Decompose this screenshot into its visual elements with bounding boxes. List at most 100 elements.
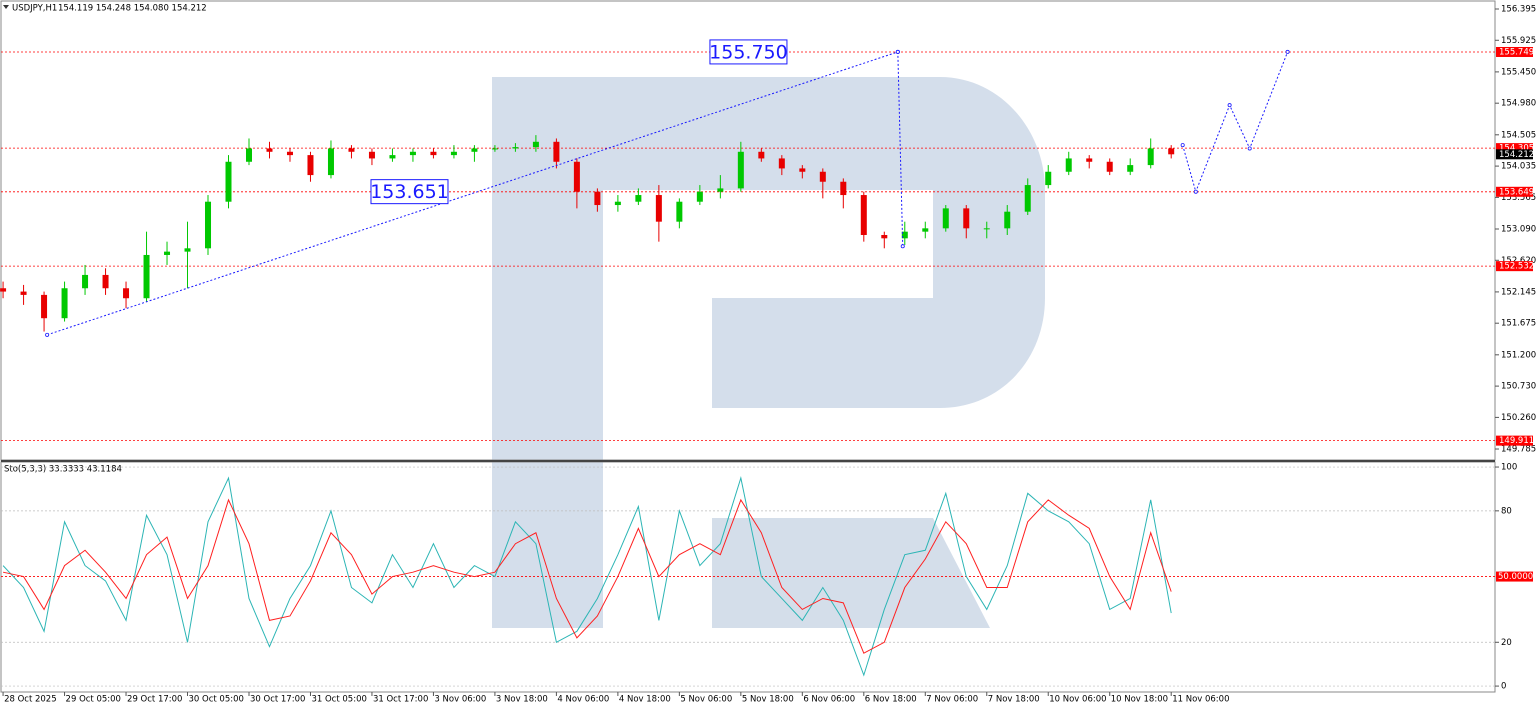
x-tick-label: 30 Oct 05:00 bbox=[189, 695, 244, 705]
candle-body bbox=[881, 234, 888, 239]
y-tick-label: 153.090 bbox=[1501, 225, 1536, 235]
candle-body bbox=[41, 294, 48, 319]
x-tick-label: 3 Nov 06:00 bbox=[434, 695, 486, 705]
y-tick-label: 154.035 bbox=[1501, 162, 1536, 172]
candle-body bbox=[389, 155, 396, 159]
candle-body bbox=[1045, 171, 1052, 186]
forecast-point bbox=[45, 332, 50, 337]
x-tick-label: 10 Nov 18:00 bbox=[1111, 695, 1168, 705]
level-tag bbox=[1496, 435, 1533, 446]
candle-body bbox=[860, 195, 867, 235]
candle-body bbox=[245, 148, 252, 162]
forecast-line bbox=[46, 51, 898, 336]
candle-body bbox=[1024, 185, 1031, 212]
candle-body bbox=[1086, 158, 1093, 162]
candle-body bbox=[676, 201, 683, 222]
x-tick-label: 5 Nov 18:00 bbox=[742, 695, 794, 705]
x-tick-label: 11 Nov 06:00 bbox=[1172, 695, 1229, 705]
forecast-point bbox=[1180, 143, 1185, 148]
last-price-label: 154.212 bbox=[1499, 150, 1534, 160]
x-tick-label: 31 Oct 17:00 bbox=[373, 695, 428, 705]
y-tick-label: 150.730 bbox=[1501, 382, 1536, 392]
candle-body bbox=[450, 151, 457, 156]
level-tag bbox=[1496, 186, 1533, 197]
candle-body bbox=[123, 288, 130, 299]
level-tag bbox=[1496, 143, 1533, 154]
level-tag bbox=[1496, 571, 1533, 582]
level-tag bbox=[1496, 46, 1533, 57]
y-tick-label: 151.200 bbox=[1501, 350, 1536, 360]
candle-body bbox=[430, 151, 437, 156]
annotation-label: 155.750 bbox=[709, 41, 788, 63]
candle-body bbox=[1004, 211, 1011, 229]
candle-body bbox=[614, 201, 621, 206]
candle-body bbox=[532, 141, 539, 148]
x-tick-label: 29 Oct 17:00 bbox=[127, 695, 182, 705]
x-tick-label: 7 Nov 06:00 bbox=[926, 695, 978, 705]
candle-body bbox=[184, 248, 191, 252]
candle-body bbox=[102, 274, 109, 289]
candle-body bbox=[983, 228, 990, 230]
annotation-box bbox=[709, 39, 788, 65]
y-tick-label: 151.675 bbox=[1501, 319, 1536, 329]
candle-body bbox=[61, 288, 68, 319]
candle-body bbox=[0, 288, 7, 292]
forecast-line bbox=[897, 51, 904, 247]
candle-body bbox=[368, 151, 375, 159]
y-tick-label: 152.620 bbox=[1501, 256, 1536, 266]
x-tick-label: 28 Oct 2025 bbox=[4, 695, 57, 705]
x-tick-label: 31 Oct 05:00 bbox=[311, 695, 366, 705]
y-tick-label: 0 bbox=[1501, 682, 1506, 692]
candle-body bbox=[1127, 165, 1134, 172]
candle-body bbox=[942, 208, 949, 229]
candle-body bbox=[471, 148, 478, 152]
candle-body bbox=[635, 195, 642, 202]
candle-body bbox=[164, 251, 171, 255]
y-tick-label: 152.145 bbox=[1501, 287, 1536, 297]
forecast-point bbox=[895, 49, 900, 54]
level-tag-label: 154.305 bbox=[1499, 144, 1534, 154]
candle-body bbox=[696, 191, 703, 202]
y-tick-label: 156.395 bbox=[1501, 4, 1536, 14]
candle-body bbox=[922, 228, 929, 232]
watermark bbox=[492, 77, 1045, 628]
last-price-tag bbox=[1496, 149, 1533, 160]
candle-body bbox=[758, 151, 765, 159]
candle-body bbox=[512, 147, 519, 149]
y-tick-label: 149.785 bbox=[1501, 445, 1536, 455]
candle-body bbox=[778, 158, 785, 169]
candle-body bbox=[901, 231, 908, 239]
symbol-icon bbox=[3, 5, 9, 9]
candle-body bbox=[1168, 148, 1175, 155]
candle-body bbox=[205, 201, 212, 249]
watermark-shape bbox=[492, 77, 1045, 628]
candle-body bbox=[307, 155, 314, 176]
y-tick-label: 100 bbox=[1501, 463, 1517, 473]
forecast-point bbox=[900, 244, 905, 249]
candle-body bbox=[799, 168, 806, 172]
candle-body bbox=[286, 151, 293, 156]
annotation-box bbox=[370, 179, 449, 205]
chart-title: USDJPY,H1 bbox=[12, 4, 57, 14]
y-tick-label: 154.505 bbox=[1501, 130, 1536, 140]
y-tick-label: 155.925 bbox=[1501, 36, 1536, 46]
candle-body bbox=[491, 148, 498, 150]
candle-body bbox=[737, 151, 744, 189]
candle-body bbox=[143, 254, 150, 299]
x-tick-label: 10 Nov 06:00 bbox=[1049, 695, 1106, 705]
chart-subtitle: 154.119 154.248 154.080 154.212 bbox=[58, 4, 207, 14]
candle-body bbox=[717, 188, 724, 192]
level-tag-label: 152.532 bbox=[1499, 262, 1534, 272]
candle-body bbox=[963, 208, 970, 229]
oscillator-line bbox=[2, 498, 1172, 654]
x-tick-label: 6 Nov 18:00 bbox=[865, 695, 917, 705]
level-tag-label: 50.0000 bbox=[1498, 572, 1533, 582]
y-tick-label: 155.450 bbox=[1501, 67, 1536, 77]
level-tag-label: 153.649 bbox=[1499, 187, 1534, 197]
x-tick-label: 6 Nov 06:00 bbox=[803, 695, 855, 705]
y-tick-label: 20 bbox=[1501, 638, 1512, 648]
forecast-point bbox=[1285, 49, 1290, 54]
x-tick-label: 4 Nov 06:00 bbox=[557, 695, 609, 705]
forecast-point bbox=[1227, 103, 1232, 108]
